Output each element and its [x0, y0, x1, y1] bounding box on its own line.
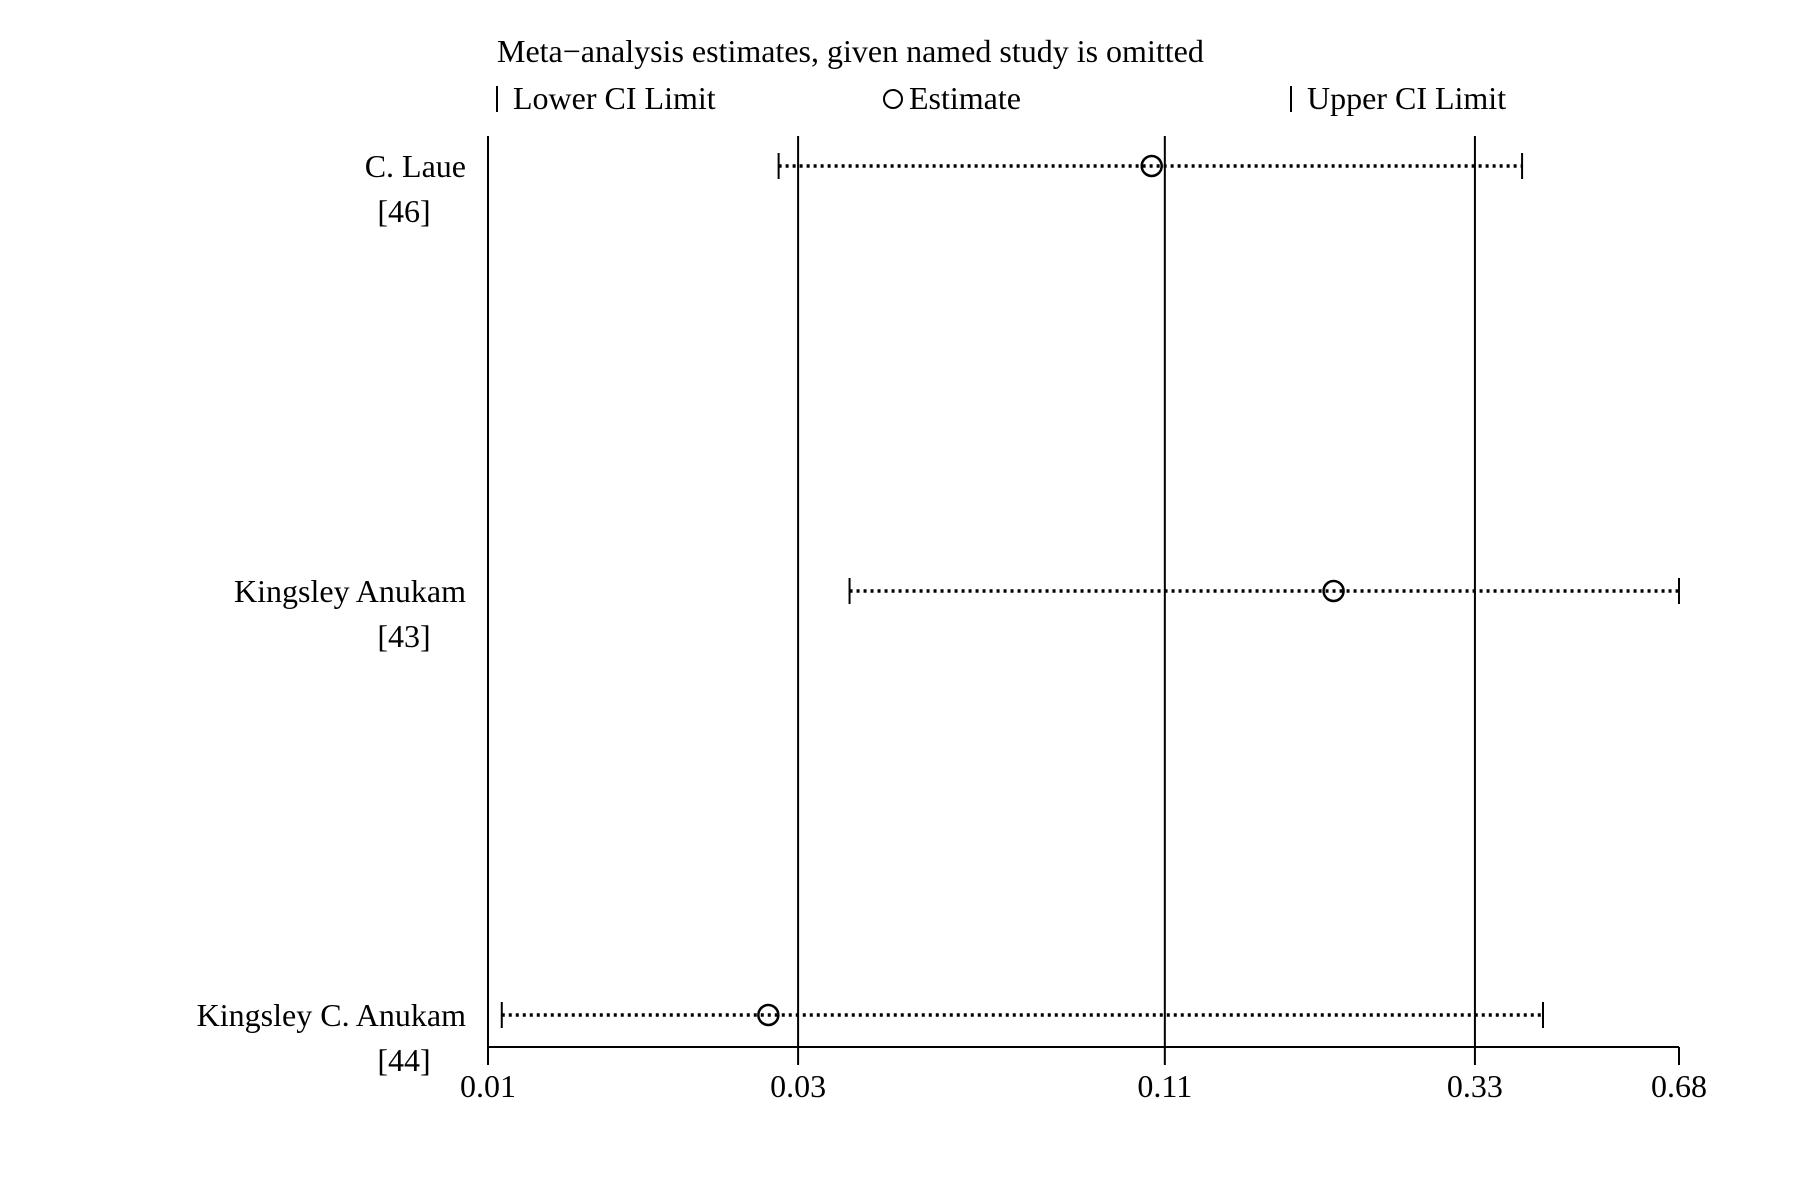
x-tick-label-3: 0.33: [1447, 1068, 1503, 1104]
legend-estimate-label: Estimate: [909, 80, 1021, 116]
legend-estimate-marker: [883, 89, 903, 109]
studies: C. Laue [46] Kingsley Anukam [43] Kingsley C…: [197, 148, 1680, 1078]
study-ref: [46]: [377, 193, 430, 229]
estimate-marker: [1140, 154, 1163, 178]
study-row: Kingsley C. Anukam [44]: [197, 997, 1544, 1078]
x-tick-label-0: 0.01: [460, 1068, 516, 1104]
legend: Lower CI Limit Estimate Upper CI Limit: [496, 80, 1506, 116]
study-row: C. Laue [46]: [365, 148, 1524, 229]
study-name: Kingsley Anukam: [234, 573, 466, 609]
estimate-marker: [757, 1003, 780, 1027]
study-row: Kingsley Anukam [43]: [234, 573, 1680, 654]
x-tick-label-2: 0.11: [1137, 1068, 1192, 1104]
legend-upper-label: Upper CI Limit: [1307, 80, 1506, 116]
study-name: C. Laue: [365, 148, 466, 184]
study-ref: [44]: [377, 1042, 430, 1078]
chart-title: Meta−analysis estimates, given named stu…: [497, 33, 1204, 69]
legend-lower-label: Lower CI Limit: [513, 80, 716, 116]
estimate-marker: [1322, 579, 1345, 603]
x-axis: 0.01 0.03 0.11 0.33 0.68: [460, 1046, 1707, 1104]
study-name: Kingsley C. Anukam: [197, 997, 466, 1033]
x-tick-label-1: 0.03: [770, 1068, 826, 1104]
study-ref: [43]: [377, 618, 430, 654]
x-tick-label-4: 0.68: [1651, 1068, 1707, 1104]
